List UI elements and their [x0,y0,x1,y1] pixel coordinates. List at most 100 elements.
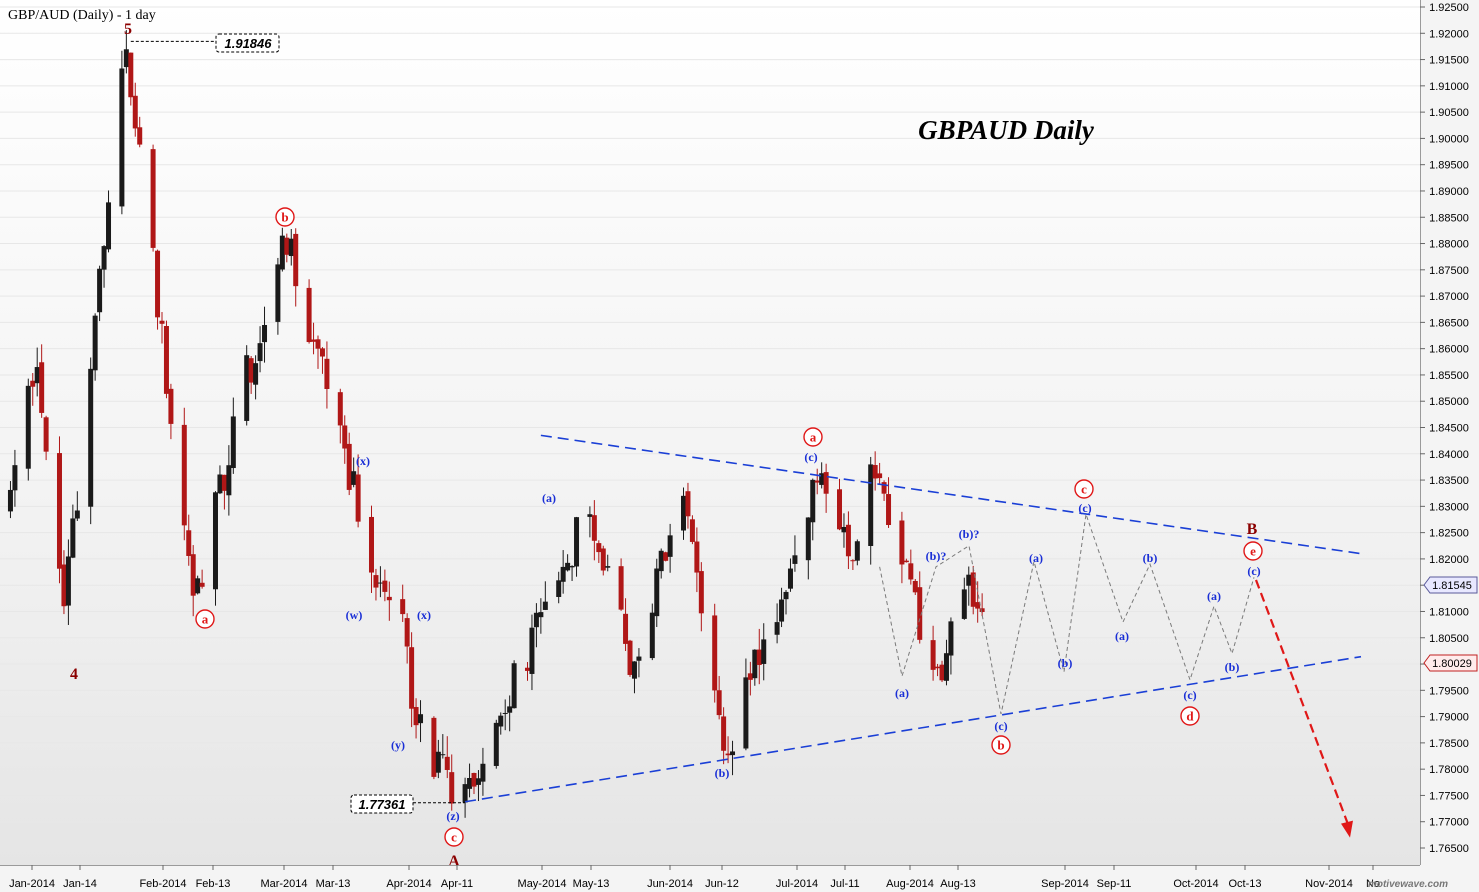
candle-bear [877,473,883,479]
y-tick-label: 1.79500 [1429,685,1469,697]
candle-bull [569,566,575,568]
candle-bear [382,580,388,592]
candle-bull [25,385,31,469]
candle-bull [195,578,201,594]
y-tick-label: 1.86500 [1429,317,1469,329]
candle-bull [230,416,236,469]
candle-bear [689,519,695,542]
chart-title: GBPAUD Daily [918,115,1095,145]
candle-bear [917,587,923,640]
candle-bear [524,667,530,671]
wave-label-circle [444,827,464,847]
wave-label: (a) [895,686,909,700]
candle-bull [560,566,566,582]
candle-bear [293,233,299,287]
candle-bear [337,392,343,426]
y-axis[interactable]: 1.92500 1.92000 1.91500 1.91000 1.90500 1.900… [1420,0,1479,865]
candle-bull [262,325,268,343]
candle-bull [511,663,517,709]
candle-bear [685,491,691,517]
wave-label-circle [803,427,823,447]
candle-bull [257,343,263,362]
candle-bear [61,564,67,607]
y-tick-label: 1.78000 [1429,764,1469,776]
current-price-lower: 1.80029 [1432,658,1472,670]
candle-bull [658,550,664,572]
candle-bull [226,465,232,496]
y-tick-label: 1.77000 [1429,817,1469,829]
candle-bull [805,517,811,561]
candle-bear [373,575,379,588]
candle-bear [409,647,415,709]
candle-bear [886,494,892,526]
wave-label: (y) [391,738,405,752]
candle-bull [418,714,424,724]
x-tick-label: Sep-2014 [1041,878,1089,890]
candle-bear [306,287,312,343]
candle-bear [190,554,196,596]
target-arrow [1254,579,1352,830]
wave-label: (c) [1247,564,1260,578]
candle-bull [12,465,18,491]
candle-bear [912,580,918,593]
y-tick-label: 1.82000 [1429,554,1469,566]
wave-label-circle [991,735,1011,755]
candle-bear [712,615,718,691]
candle-bull [119,68,125,207]
x-axis[interactable]: Jan-2014 Jan-14 Feb-2014 Feb-13 Mar-2014 Mar-… [0,865,1479,892]
wave-label: (a) [542,491,556,505]
candle-bull [819,473,825,485]
y-tick-label: 1.88000 [1429,239,1469,251]
x-tick-label: Jun-12 [705,878,739,890]
x-tick-label: Oct-2014 [1173,878,1218,890]
low-price-box: 1.77361 [350,794,414,814]
y-tick-label: 1.77500 [1429,790,1469,802]
candle-bull [854,541,860,561]
x-tick-label: Mar-2014 [260,878,307,890]
y-tick-label: 1.78500 [1429,738,1469,750]
candle-bull [275,264,281,322]
candle-bull [667,535,673,557]
candle-bull [462,784,468,803]
wave-label: (c) [994,719,1007,733]
candle-bull [565,562,571,571]
y-tick-label: 1.89500 [1429,160,1469,172]
y-tick-label: 1.82500 [1429,528,1469,540]
wave-label-circle [195,609,215,629]
candle-bear [970,572,976,607]
x-tick-label: Aug-13 [940,878,975,890]
candle-bull [279,235,285,270]
candle-bear [284,237,290,255]
wave-label: (b) [1058,656,1073,670]
wave-label-circle [1180,706,1200,726]
candle-bull [217,474,223,494]
wave-label: b [997,738,1004,753]
candle-bear [623,613,629,644]
x-tick-label: May-2014 [518,878,567,890]
candle-bull [288,238,294,257]
candle-bull [440,754,446,756]
candle-bull [587,514,593,517]
wave-label: (a) [1207,589,1221,603]
y-tick-label: 1.88500 [1429,212,1469,224]
candle-bull [774,622,780,635]
candle-bull [467,777,473,789]
candle-bull [502,712,508,714]
candle-bull [556,580,562,597]
candle-bear [471,772,477,787]
wave-label: (a) [1115,629,1129,643]
wave-label: (b) [715,766,730,780]
candle-bear [168,388,174,424]
candle-bear [591,515,597,541]
candle-bull [792,555,798,564]
candle-bull [943,653,949,681]
y-tick-label: 1.91000 [1429,81,1469,93]
candle-bull [961,589,967,619]
candle-bear [186,530,192,556]
candle-bear [324,358,330,389]
candle-bull [212,492,218,590]
candle-bull [631,661,637,679]
candle-bear [159,320,165,324]
